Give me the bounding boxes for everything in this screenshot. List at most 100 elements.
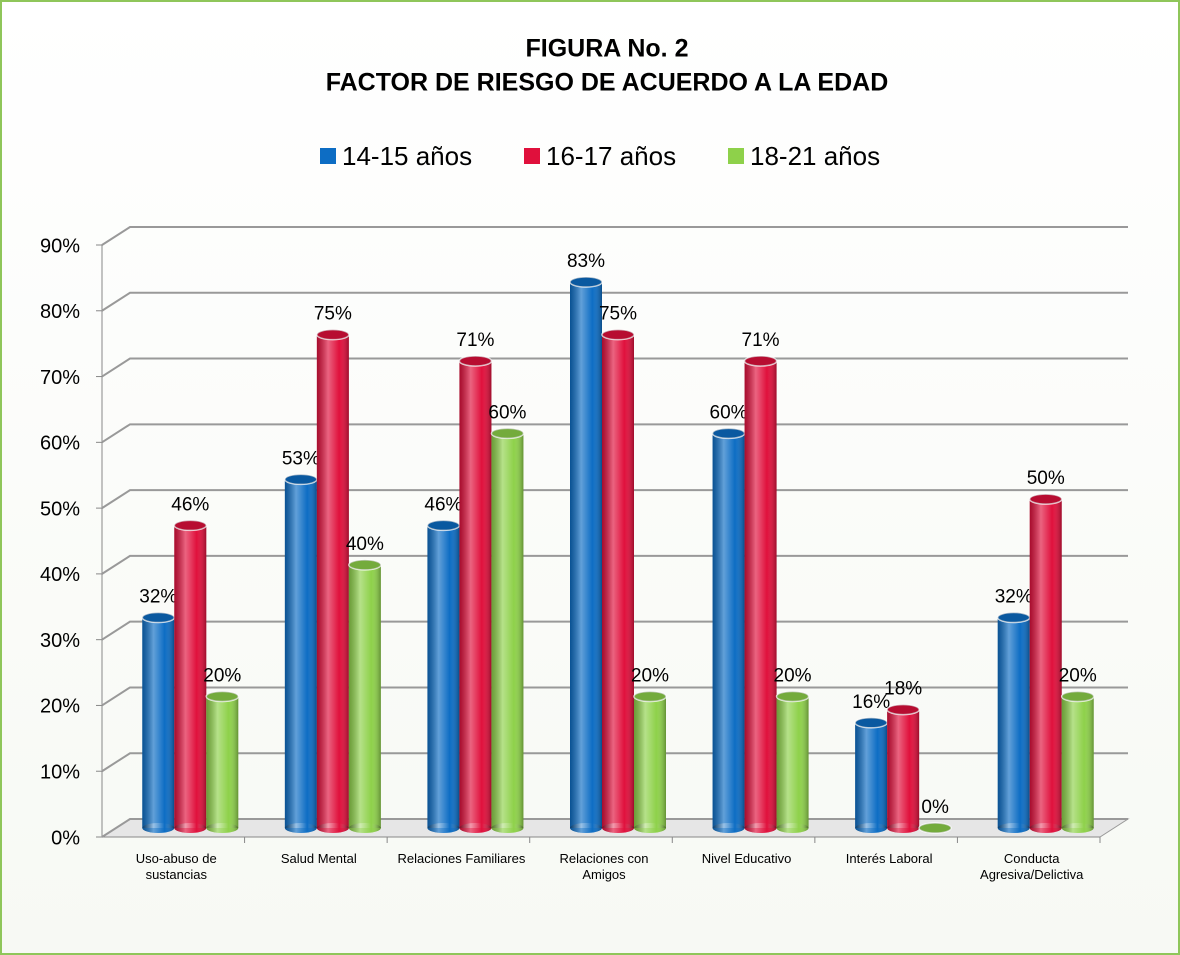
bar-top-shade — [1029, 494, 1062, 505]
legend-swatch — [320, 148, 336, 164]
x-tick-label: Nivel Educativo — [701, 851, 792, 866]
bar-top — [205, 690, 240, 703]
y-tick-label: 30% — [40, 630, 80, 652]
grid-line — [101, 357, 1128, 378]
bar-shade — [997, 617, 1030, 828]
bar-shade — [855, 722, 888, 828]
bar-shade — [887, 709, 920, 828]
bar-top-shade — [206, 691, 239, 702]
bar-top-shade — [602, 329, 634, 340]
bar-shade — [634, 696, 666, 828]
y-tick-label: 90% — [40, 235, 80, 257]
bar-top — [601, 328, 635, 341]
bar-top-shade — [491, 428, 524, 439]
bar — [173, 519, 208, 833]
legend-label: 18-21 años — [750, 141, 880, 171]
bar-shade — [1029, 499, 1062, 828]
data-label: 20% — [631, 665, 669, 686]
data-label: 20% — [1059, 665, 1097, 686]
x-tick-label: Interés Laboral — [845, 851, 933, 866]
bar-top-shade — [427, 520, 460, 531]
bar-top-shade — [919, 823, 952, 833]
legend-swatch — [728, 148, 744, 164]
data-label: 32% — [139, 587, 177, 608]
bar — [1060, 690, 1095, 833]
bar-top-shade — [744, 355, 777, 366]
bar — [141, 611, 176, 833]
chart-title: FIGURA No. 2 — [526, 35, 689, 63]
bar-shade — [174, 525, 207, 828]
bar — [775, 690, 810, 833]
y-tick-label: 40% — [40, 564, 80, 586]
bar-shade — [427, 525, 460, 828]
bar — [886, 703, 920, 833]
grid-line — [101, 291, 1128, 312]
legend-label: 16-17 años — [546, 141, 676, 171]
data-label: 71% — [742, 330, 780, 351]
bar — [569, 276, 603, 833]
grid-line — [101, 226, 1128, 246]
bar-top-shade — [1061, 691, 1094, 702]
bar-shade — [459, 360, 492, 828]
bar — [743, 355, 778, 833]
y-tick-label: 10% — [40, 762, 80, 784]
bar-shade — [284, 479, 317, 828]
bar — [426, 519, 461, 833]
data-label: 75% — [599, 304, 637, 325]
bar-top — [316, 328, 350, 341]
x-tick-label: Relaciones con Amigos — [559, 851, 649, 882]
data-label: 71% — [456, 330, 494, 351]
data-label: 83% — [567, 251, 605, 272]
bar — [633, 690, 667, 833]
data-label: 75% — [314, 304, 352, 325]
bar-top — [173, 519, 208, 532]
bar-shade — [744, 360, 777, 828]
data-label: 40% — [346, 534, 384, 555]
bar-top-shade — [174, 520, 207, 531]
bar-top-shade — [855, 717, 888, 728]
x-tick-label: Conducta Agresiva/Delictiva — [980, 851, 1084, 882]
data-label: 20% — [203, 665, 241, 686]
bar-top — [458, 355, 493, 367]
x-tick-label: Relaciones Familiares — [397, 851, 526, 866]
bar-top-shade — [712, 428, 745, 439]
bar-top — [775, 690, 810, 703]
bar-shade — [602, 334, 634, 828]
bar-top-shade — [348, 559, 381, 570]
y-tick-label: 60% — [40, 433, 80, 455]
y-tick-label: 50% — [40, 498, 80, 520]
bar-top-shade — [997, 612, 1030, 623]
bar — [458, 355, 493, 833]
data-label: 0% — [921, 797, 949, 818]
bar — [918, 822, 952, 834]
bar-top — [743, 355, 778, 367]
bar-shade — [1061, 696, 1094, 828]
bar — [284, 473, 318, 833]
bar-shade — [712, 433, 745, 828]
bar-top-shade — [570, 277, 602, 288]
bar-shade — [348, 564, 381, 828]
y-tick-label: 20% — [40, 696, 80, 718]
data-label: 50% — [1027, 468, 1065, 489]
bar-shade — [776, 696, 809, 828]
bar-top-shade — [284, 474, 317, 485]
bar — [205, 690, 240, 833]
data-label: 18% — [884, 679, 922, 700]
bar — [711, 427, 746, 833]
bar-top-shade — [316, 329, 349, 340]
bar-top-shade — [634, 691, 666, 702]
bar-shade — [491, 433, 524, 828]
bar-shade — [206, 696, 239, 828]
bar-top — [886, 703, 920, 716]
bar-top — [348, 559, 382, 571]
grid-line — [101, 554, 1128, 575]
bar — [1028, 493, 1063, 833]
grid-line — [101, 686, 1128, 707]
bar-top-shade — [887, 704, 920, 715]
grid-line — [101, 620, 1128, 641]
bar-top — [1028, 493, 1063, 505]
legend-label: 14-15 años — [342, 141, 472, 171]
y-tick-label: 70% — [40, 367, 80, 389]
bar — [854, 717, 888, 833]
